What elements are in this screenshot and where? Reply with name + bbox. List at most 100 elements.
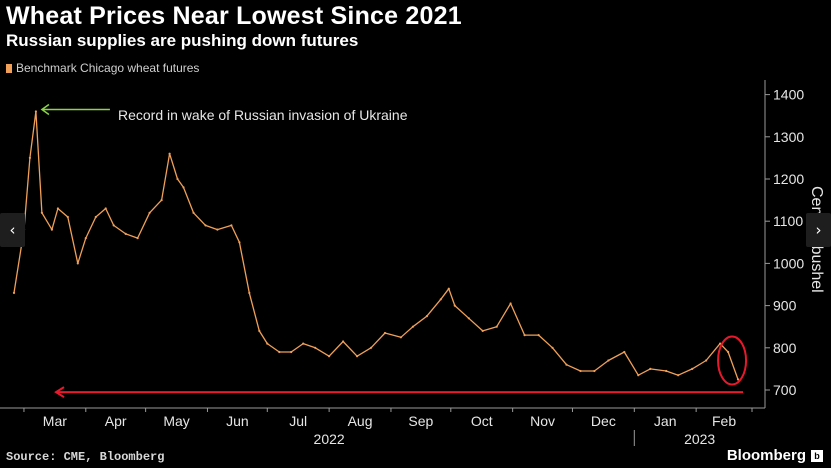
highlight-ellipse bbox=[717, 335, 748, 386]
x-tick-label: Feb bbox=[712, 413, 736, 429]
price-point bbox=[495, 325, 498, 328]
legend-swatch bbox=[6, 63, 12, 73]
price-point bbox=[551, 346, 554, 349]
chart-title: Wheat Prices Near Lowest Since 2021 bbox=[6, 2, 462, 30]
price-point bbox=[342, 340, 345, 343]
price-point bbox=[124, 232, 127, 235]
price-point bbox=[94, 215, 97, 219]
y-tick-label: 1200 bbox=[773, 171, 804, 187]
price-point bbox=[136, 237, 139, 240]
logo-text: Bloomberg bbox=[726, 447, 806, 464]
price-point bbox=[290, 350, 293, 354]
y-tick-label: 1400 bbox=[773, 87, 804, 103]
price-point bbox=[192, 211, 195, 214]
price-point bbox=[369, 346, 373, 349]
price-point bbox=[649, 367, 652, 370]
chevron-right-icon: › bbox=[815, 221, 822, 239]
low-reference-arrowhead bbox=[54, 386, 65, 398]
x-tick-label: Aug bbox=[348, 413, 373, 429]
price-point bbox=[439, 298, 442, 301]
price-point bbox=[623, 350, 626, 354]
price-point bbox=[168, 152, 171, 155]
price-point bbox=[266, 342, 269, 345]
next-slide-button[interactable]: › bbox=[806, 213, 831, 247]
price-point bbox=[453, 304, 456, 307]
price-point bbox=[160, 199, 163, 202]
price-point bbox=[12, 291, 16, 294]
price-point bbox=[204, 224, 207, 227]
x-tick-label: Jun bbox=[226, 413, 249, 429]
plot-area: 70080090010001100120013001400Cents a bus… bbox=[0, 80, 825, 447]
year-label: 2023 bbox=[684, 431, 715, 447]
price-point bbox=[411, 325, 414, 328]
y-tick-label: 1300 bbox=[773, 129, 804, 145]
annotation-text: Record in wake of Russian invasion of Uk… bbox=[118, 107, 408, 123]
x-tick-label: Sep bbox=[408, 413, 433, 429]
x-tick-label: Mar bbox=[43, 413, 67, 429]
price-point bbox=[705, 359, 708, 362]
price-point bbox=[56, 207, 60, 210]
source-note: Source: CME, Bloomberg bbox=[6, 450, 165, 464]
price-point bbox=[176, 177, 179, 181]
price-point bbox=[238, 241, 241, 244]
price-point bbox=[302, 342, 305, 345]
x-tick-label: May bbox=[163, 413, 189, 429]
y-tick-label: 700 bbox=[773, 382, 797, 398]
price-point bbox=[84, 237, 87, 240]
price-point bbox=[607, 359, 610, 362]
price-point bbox=[50, 228, 54, 231]
x-tick-label: Dec bbox=[591, 413, 616, 429]
price-point bbox=[637, 374, 640, 377]
x-tick-label: Oct bbox=[471, 413, 493, 429]
price-point bbox=[399, 336, 402, 339]
price-point bbox=[112, 224, 115, 227]
y-tick-label: 800 bbox=[773, 340, 797, 356]
price-point bbox=[467, 317, 470, 320]
price-point bbox=[34, 110, 38, 113]
year-label: 2022 bbox=[314, 431, 345, 447]
price-point bbox=[565, 363, 568, 366]
x-tick-label: Jan bbox=[654, 413, 677, 429]
price-point bbox=[579, 369, 582, 373]
price-point bbox=[509, 302, 512, 305]
price-point bbox=[248, 291, 251, 294]
bloomberg-logo: Bloomberg b bbox=[727, 447, 823, 464]
x-tick-label: Jul bbox=[289, 413, 307, 429]
x-tick-label: Nov bbox=[530, 413, 555, 429]
annotation-arrow-head bbox=[40, 103, 50, 116]
price-point bbox=[665, 369, 668, 373]
price-point bbox=[182, 186, 185, 189]
chevron-left-icon: ‹ bbox=[9, 221, 16, 239]
price-point bbox=[537, 334, 540, 337]
price-point bbox=[278, 350, 281, 354]
price-point bbox=[28, 156, 31, 159]
y-tick-label: 900 bbox=[773, 298, 797, 314]
x-tick-label: Apr bbox=[105, 413, 127, 429]
price-point bbox=[148, 211, 151, 214]
price-point bbox=[736, 378, 740, 381]
price-point bbox=[425, 315, 428, 318]
price-point bbox=[447, 287, 450, 290]
price-point bbox=[727, 350, 730, 354]
price-point bbox=[593, 369, 596, 373]
price-point bbox=[230, 224, 233, 227]
legend: Benchmark Chicago wheat futures bbox=[6, 61, 199, 75]
price-point bbox=[691, 367, 694, 370]
price-point bbox=[383, 331, 387, 335]
price-point bbox=[216, 228, 219, 231]
price-point bbox=[481, 329, 484, 332]
price-point bbox=[328, 355, 331, 358]
price-point bbox=[66, 215, 69, 219]
price-point bbox=[104, 207, 107, 210]
price-point bbox=[258, 329, 261, 332]
price-line bbox=[13, 110, 739, 380]
y-tick-label: 1000 bbox=[773, 255, 804, 271]
logo-mark-icon: b bbox=[811, 449, 823, 462]
price-point bbox=[356, 355, 359, 358]
price-point bbox=[677, 374, 680, 377]
price-point bbox=[40, 211, 44, 214]
chart-subtitle: Russian supplies are pushing down future… bbox=[6, 31, 359, 50]
prev-slide-button[interactable]: ‹ bbox=[0, 213, 25, 247]
y-tick-label: 1100 bbox=[773, 213, 803, 229]
